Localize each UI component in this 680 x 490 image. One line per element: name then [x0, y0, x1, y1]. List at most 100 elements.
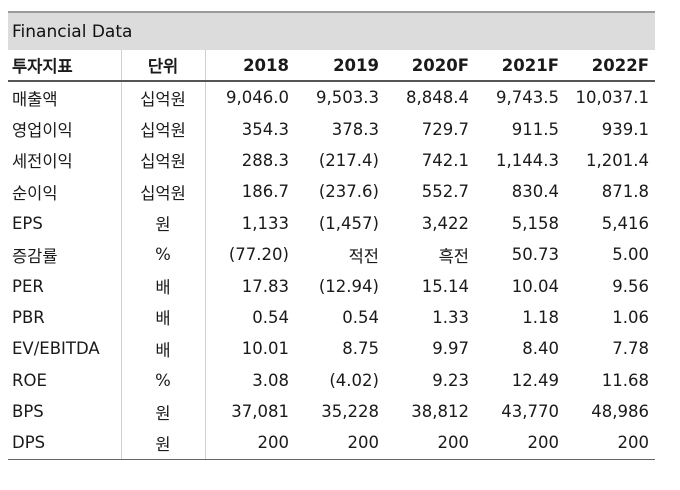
table-row: 매출액 십억원 9,046.0 9,503.3 8,848.4 9,743.5 10,037…: [8, 81, 655, 114]
row-value: 9,743.5: [496, 88, 559, 108]
row-metric-label: EPS: [12, 213, 43, 233]
row-value: 17.83: [241, 276, 289, 296]
row-metric-label: 순이익: [12, 183, 58, 203]
row-value: (217.4): [318, 150, 379, 170]
row-value: 적전: [348, 246, 379, 266]
row-value: 552.7: [421, 182, 469, 202]
row-value: 1,201.4: [586, 150, 649, 170]
row-value: 729.7: [421, 119, 469, 139]
row-metric-label: EV/EBITDA: [12, 339, 100, 359]
row-value: (12.94): [318, 276, 379, 296]
table-title: Financial Data: [8, 11, 655, 50]
row-value: 11.68: [601, 370, 649, 390]
row-metric-label: 영업이익: [12, 121, 73, 141]
row-unit: %: [120, 364, 206, 396]
row-value: 0.54: [252, 307, 289, 327]
row-value: (237.6): [318, 182, 379, 202]
row-value: 37,081: [231, 402, 289, 422]
row-metric-label: 세전이익: [12, 152, 73, 172]
row-unit: 원: [120, 427, 206, 460]
header-year: 2022F: [565, 50, 655, 82]
header-metric: 투자지표: [8, 50, 121, 82]
row-value: 871.8: [601, 182, 649, 202]
row-unit: 배: [120, 301, 206, 334]
row-unit: 십억원: [120, 144, 206, 177]
row-value: 8.75: [342, 339, 379, 359]
table-body: 매출액 십억원 9,046.0 9,503.3 8,848.4 9,743.5 10,037…: [8, 81, 655, 460]
row-metric-label: 증감률: [12, 246, 58, 266]
table-row: DPS 원 200 200 200 200 200: [8, 427, 655, 460]
row-value: 742.1: [421, 150, 469, 170]
row-value: 35,228: [321, 402, 379, 422]
row-metric-label: PER: [12, 276, 44, 296]
row-value: 200: [565, 427, 655, 460]
row-unit: 십억원: [120, 113, 206, 145]
row-value: 830.4: [511, 182, 559, 202]
row-value: 5.00: [612, 245, 649, 265]
row-unit: %: [120, 238, 206, 271]
row-value: 9.97: [432, 339, 469, 359]
row-value: 200: [205, 427, 295, 460]
header-year: 2020F: [385, 50, 475, 82]
row-value: 8,848.4: [406, 88, 469, 108]
row-value: 9.23: [432, 370, 469, 390]
row-metric-label: 매출액: [12, 89, 58, 109]
row-value: 10.01: [241, 339, 289, 359]
row-unit: 십억원: [120, 176, 206, 208]
row-value: 5,416: [601, 213, 649, 233]
row-value: 378.3: [331, 119, 379, 139]
row-metric-label: PBR: [12, 307, 45, 327]
row-value: 12.49: [511, 370, 559, 390]
header-year: 2019: [295, 50, 385, 82]
row-metric-label: ROE: [12, 370, 47, 390]
header-year: 2021F: [475, 50, 565, 82]
row-value: 1,144.3: [496, 150, 559, 170]
row-unit: 배: [120, 333, 206, 365]
row-value: 43,770: [501, 402, 559, 422]
row-value: 3.08: [252, 370, 289, 390]
table-row: PBR 배 0.54 0.54 1.33 1.18 1.06: [8, 301, 655, 334]
row-unit: 원: [120, 207, 206, 239]
row-unit: 십억원: [120, 81, 206, 114]
row-value: 354.3: [241, 119, 289, 139]
row-value: 8.40: [522, 339, 559, 359]
row-metric-label: BPS: [12, 402, 44, 422]
row-value: 200: [295, 427, 385, 460]
header-unit: 단위: [120, 50, 206, 82]
row-unit: 배: [120, 270, 206, 302]
row-value: (77.20): [228, 245, 289, 265]
row-metric-label: DPS: [8, 427, 121, 460]
row-value: 10,037.1: [575, 88, 649, 108]
row-unit: 원: [120, 395, 206, 428]
table-row: EPS 원 1,133 (1,457) 3,422 5,158 5,416: [8, 207, 655, 239]
row-value: (4.02): [329, 370, 379, 390]
financial-data-table-container: Financial Data 투자지표 단위 2018 2019 2020F 2…: [8, 11, 655, 460]
row-value: 186.7: [241, 182, 289, 202]
table-row: 영업이익 십억원 354.3 378.3 729.7 911.5 939.1: [8, 113, 655, 145]
row-value: 흑전: [438, 246, 469, 266]
row-value: 10.04: [511, 276, 559, 296]
row-value: 1.06: [612, 307, 649, 327]
row-value: 15.14: [421, 276, 469, 296]
header-row: 투자지표 단위 2018 2019 2020F 2021F 2022F: [8, 50, 655, 82]
table-row: EV/EBITDA 배 10.01 8.75 9.97 8.40 7.78: [8, 333, 655, 365]
row-value: 200: [475, 427, 565, 460]
row-value: 50.73: [511, 245, 559, 265]
row-value: 200: [385, 427, 475, 460]
table-row: BPS 원 37,081 35,228 38,812 43,770 48,986: [8, 395, 655, 428]
row-value: (1,457): [318, 213, 379, 233]
header-year: 2018: [205, 50, 295, 82]
row-value: 7.78: [612, 339, 649, 359]
row-value: 1.18: [522, 307, 559, 327]
row-value: 5,158: [511, 213, 559, 233]
table-row: 순이익 십억원 186.7 (237.6) 552.7 830.4 871.8: [8, 176, 655, 208]
table-row: ROE% 3.08 (4.02) 9.23 12.49 11.68: [8, 364, 655, 396]
row-value: 1.33: [432, 307, 469, 327]
row-value: 911.5: [511, 119, 559, 139]
row-value: 0.54: [342, 307, 379, 327]
row-value: 288.3: [241, 150, 289, 170]
table-header: 투자지표 단위 2018 2019 2020F 2021F 2022F: [8, 50, 655, 82]
row-value: 38,812: [411, 402, 469, 422]
row-value: 1,133: [241, 213, 289, 233]
